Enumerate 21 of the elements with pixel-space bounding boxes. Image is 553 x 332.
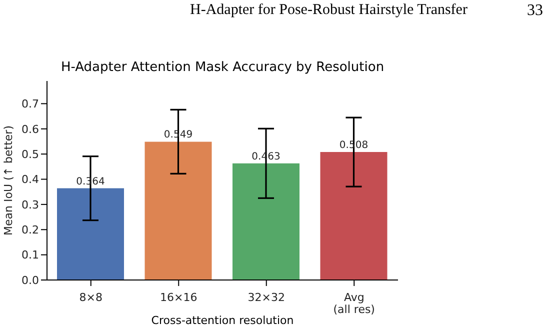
y-tick-label: 0.3	[22, 198, 39, 212]
bar	[320, 152, 388, 280]
x-tick-label: 32×32	[248, 291, 285, 304]
bar	[144, 142, 212, 280]
y-tick-label: 0.7	[22, 98, 39, 111]
text: 33	[527, 2, 543, 20]
y-tick-label: 0.1	[22, 248, 39, 262]
x-tick-label: Avg (all res)	[333, 291, 375, 316]
x-tick-label: 8×8	[79, 291, 102, 304]
bar	[232, 163, 300, 280]
text: H-Adapter for Pose-Robust Hairstyle Transfer	[190, 2, 468, 19]
chart-title: H-Adapter Attention Mask Accuracy by Resolution	[60, 60, 386, 75]
y-axis-title: Mean IoU (↑ better)	[2, 126, 15, 236]
y-tick-label: 0.6	[22, 122, 39, 136]
x-axis-title: Cross-attention resolution	[151, 314, 294, 327]
x-tick-label: 16×16	[160, 291, 198, 304]
y-tick-label: 0.5	[22, 148, 39, 161]
y-tick-label: 0.2	[22, 224, 39, 237]
y-tick-label: 0.0	[22, 274, 39, 287]
y-tick-label: 0.4	[22, 173, 39, 186]
bar	[57, 188, 124, 280]
